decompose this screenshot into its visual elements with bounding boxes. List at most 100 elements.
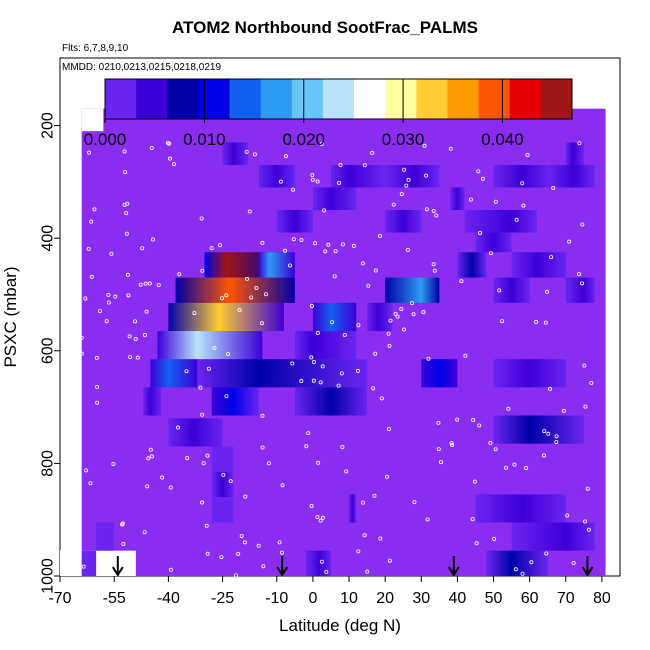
sample-point bbox=[322, 208, 327, 213]
x-tick-label: 70 bbox=[557, 590, 575, 607]
sample-point bbox=[554, 434, 559, 439]
sample-point bbox=[113, 294, 118, 299]
white-gap bbox=[60, 550, 136, 576]
colorbar-segment bbox=[540, 79, 573, 119]
colorbar-segment bbox=[105, 79, 137, 119]
sample-point bbox=[233, 573, 238, 578]
white-gap bbox=[81, 108, 104, 132]
heatmap-cell bbox=[168, 302, 284, 332]
sample-point bbox=[310, 177, 315, 182]
sample-point bbox=[126, 293, 131, 298]
heatmap-cell bbox=[330, 164, 386, 188]
sample-point bbox=[177, 272, 182, 277]
heatmap-cell bbox=[385, 164, 440, 188]
sample-point bbox=[424, 173, 429, 178]
sample-point bbox=[86, 246, 91, 251]
sample-point bbox=[318, 380, 323, 385]
sample-point bbox=[309, 303, 314, 308]
sample-point bbox=[299, 379, 304, 384]
sample-point bbox=[142, 530, 147, 535]
sample-point bbox=[104, 319, 109, 324]
sample-point bbox=[576, 272, 581, 277]
sample-point bbox=[205, 551, 210, 556]
colorbar-segment bbox=[229, 79, 262, 119]
colorbar-segment bbox=[322, 79, 355, 119]
sample-point bbox=[133, 337, 138, 342]
sample-point bbox=[244, 149, 249, 154]
chart-title: ATOM2 Northbound SootFrac_PALMS bbox=[172, 18, 478, 37]
heatmap-cell bbox=[222, 142, 248, 165]
sample-point bbox=[218, 243, 223, 248]
sample-point bbox=[565, 513, 570, 518]
x-tick-label: 60 bbox=[521, 590, 539, 607]
sample-point bbox=[260, 413, 265, 418]
heatmap-cell bbox=[349, 494, 357, 523]
heatmap-cell bbox=[565, 142, 584, 165]
colorbar-segment bbox=[385, 79, 417, 119]
colorbar-segment bbox=[136, 79, 168, 119]
sample-point bbox=[386, 331, 391, 336]
sample-point bbox=[142, 333, 147, 338]
sample-point bbox=[582, 363, 587, 368]
sample-point bbox=[365, 569, 370, 574]
sample-point bbox=[143, 281, 148, 286]
sample-point bbox=[290, 187, 295, 192]
sample-point bbox=[124, 211, 129, 216]
x-tick-label: -55 bbox=[103, 590, 126, 607]
sample-point bbox=[184, 369, 189, 374]
x-tick-label: 30 bbox=[412, 590, 430, 607]
sample-point bbox=[135, 355, 140, 360]
sample-point bbox=[542, 429, 547, 434]
sample-point bbox=[342, 332, 347, 337]
sample-point bbox=[506, 406, 511, 411]
sample-point bbox=[239, 533, 244, 538]
sample-point bbox=[237, 307, 242, 312]
sample-point bbox=[488, 251, 493, 256]
x-tick-label: 80 bbox=[593, 590, 611, 607]
sample-point bbox=[254, 285, 259, 290]
sample-point bbox=[476, 169, 481, 174]
sample-point bbox=[224, 394, 229, 399]
sample-point bbox=[339, 371, 344, 376]
sample-point bbox=[474, 541, 479, 546]
sample-point bbox=[287, 263, 292, 268]
heatmap-cell bbox=[276, 210, 313, 233]
sample-point bbox=[472, 479, 477, 484]
sample-point bbox=[206, 366, 211, 371]
sample-point bbox=[109, 251, 114, 256]
heatmap-cell bbox=[457, 252, 487, 278]
sample-point bbox=[260, 240, 265, 245]
heatmap-cell bbox=[312, 302, 357, 332]
sample-point bbox=[128, 354, 133, 359]
sample-point bbox=[512, 462, 517, 467]
heatmap-cell bbox=[150, 359, 198, 388]
colorbar-segment bbox=[354, 79, 386, 119]
down-arrow-icon bbox=[276, 566, 289, 577]
sample-point bbox=[160, 475, 165, 480]
sample-point bbox=[318, 518, 323, 523]
sample-point bbox=[333, 249, 338, 254]
sample-point bbox=[432, 268, 437, 273]
sample-point bbox=[94, 355, 99, 360]
sample-point bbox=[373, 268, 378, 273]
sample-point bbox=[425, 517, 430, 522]
sample-point bbox=[200, 412, 205, 417]
sample-point bbox=[477, 423, 482, 428]
heatmap-cell bbox=[211, 497, 234, 523]
mmdd-label: MMDD: 0210,0213,0215,0218,0219 bbox=[62, 62, 222, 73]
sample-point bbox=[122, 149, 127, 154]
sample-point bbox=[279, 550, 284, 555]
sample-point bbox=[266, 461, 271, 466]
heatmap-cell bbox=[450, 187, 465, 211]
colorbar-segment bbox=[509, 79, 542, 119]
sample-point bbox=[284, 154, 289, 159]
sample-point bbox=[387, 558, 392, 563]
sample-point bbox=[205, 453, 210, 458]
sample-point bbox=[299, 237, 304, 242]
sample-point bbox=[185, 456, 190, 461]
colorbar-segment bbox=[447, 79, 480, 119]
sample-point bbox=[405, 247, 410, 252]
sample-point bbox=[277, 540, 282, 545]
sample-point bbox=[421, 310, 426, 315]
heatmap-cell bbox=[493, 359, 566, 388]
